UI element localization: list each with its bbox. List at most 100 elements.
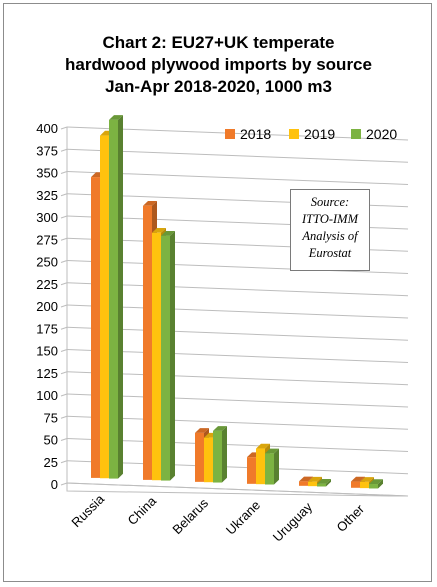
side-wall-gridline	[60, 215, 68, 219]
legend-swatch-2018	[225, 129, 235, 139]
source-line-4: Eurostat	[308, 246, 352, 260]
side-wall-gridline	[60, 304, 68, 308]
bar	[91, 177, 100, 478]
side-wall-gridline	[60, 438, 68, 441]
gridline	[66, 349, 409, 363]
chart-title-line-1: Chart 2: EU27+UK temperate	[102, 33, 335, 52]
y-tick-label: 125	[36, 366, 58, 381]
legend-label-2018: 2018	[240, 126, 272, 142]
bar	[161, 235, 170, 481]
bar-top	[317, 479, 331, 484]
gridline	[66, 393, 409, 408]
legend-swatch-2019	[289, 129, 299, 139]
side-wall-gridline	[60, 371, 68, 375]
y-tick-label: 175	[36, 321, 58, 336]
y-tick-label: 225	[36, 277, 58, 292]
side-wall-gridline	[60, 171, 68, 174]
x-tick-label: China	[124, 493, 159, 528]
side-wall-gridline	[60, 193, 68, 197]
y-tick-label: 150	[36, 344, 58, 359]
side-wall-gridline	[60, 482, 68, 486]
side-wall-gridline	[60, 349, 68, 352]
bar	[256, 448, 265, 485]
bar-top	[161, 231, 175, 236]
bar-top	[143, 200, 157, 206]
side-wall-gridline	[60, 148, 68, 152]
y-tick-label: 75	[44, 410, 58, 425]
source-note: Source: ITTO-IMM Analysis of Eurostat	[290, 189, 370, 271]
x-tick-label: Russia	[68, 491, 107, 530]
legend-item-2020: 2020	[351, 126, 397, 142]
x-tick-label: Belarus	[169, 495, 211, 537]
gridline	[66, 415, 409, 430]
chart-title-line-3: Jan-Apr 2018-2020, 1000 m3	[105, 77, 332, 96]
bar	[317, 483, 326, 487]
side-wall-gridline	[60, 393, 68, 397]
y-tick-label: 300	[36, 210, 58, 225]
y-tick-label: 275	[36, 232, 58, 247]
side-wall-gridline	[60, 260, 68, 263]
bar-top	[195, 428, 209, 433]
y-tick-label: 375	[36, 143, 58, 158]
bar	[109, 119, 118, 479]
bar	[143, 205, 152, 480]
bar-side	[118, 115, 123, 479]
gridline	[66, 148, 409, 163]
gridline	[66, 371, 409, 386]
side-wall-gridline	[60, 126, 68, 130]
bar-side	[222, 426, 227, 483]
bar	[195, 432, 204, 482]
side-wall-gridline	[60, 282, 68, 286]
bar	[265, 453, 274, 485]
chart-floor	[66, 482, 409, 497]
bar-top	[308, 476, 322, 482]
y-tick-label: 400	[36, 121, 58, 136]
bar	[351, 481, 360, 488]
x-tick-label: Uruguay	[270, 499, 316, 545]
bar	[299, 481, 308, 486]
bar	[204, 437, 213, 483]
bar	[308, 481, 317, 487]
legend-swatch-2020	[351, 129, 361, 139]
gridline	[66, 326, 409, 341]
bar	[360, 481, 369, 489]
legend-label-2020: 2020	[366, 126, 398, 142]
bar-side	[326, 479, 331, 487]
bar-top	[369, 479, 383, 485]
bar-top	[152, 228, 166, 233]
y-tick-label: 250	[36, 255, 58, 270]
bar-top	[351, 476, 365, 482]
gridline	[66, 260, 409, 274]
legend-item-2018: 2018	[225, 126, 271, 142]
legend-item-2019: 2019	[289, 126, 335, 142]
chart-title-line-2: hardwood plywood imports by source	[65, 55, 372, 74]
y-tick-label: 350	[36, 166, 58, 181]
bar-side	[378, 479, 383, 489]
side-wall-gridline	[60, 237, 68, 241]
bar-top	[213, 426, 227, 431]
bar	[369, 484, 378, 489]
y-tick-label: 200	[36, 299, 58, 314]
bar-top	[109, 115, 123, 120]
gridline	[66, 460, 409, 475]
gridline	[66, 438, 409, 452]
y-tick-label: 325	[36, 188, 58, 203]
source-line-1: Source:	[310, 195, 350, 209]
bar-top	[299, 476, 313, 482]
gridline	[66, 282, 409, 297]
bar	[247, 457, 256, 484]
bar-top	[360, 477, 374, 482]
bar	[213, 430, 222, 483]
y-tick-label: 0	[51, 477, 58, 492]
side-wall-gridline	[60, 326, 68, 330]
y-tick-label: 100	[36, 388, 58, 403]
bar-top	[256, 443, 270, 449]
source-line-2: ITTO-IMM	[301, 212, 359, 226]
bar-top	[265, 448, 279, 454]
gridline	[66, 171, 409, 185]
side-wall-gridline	[60, 460, 68, 464]
x-tick-label: Other	[334, 501, 368, 535]
bar-side	[274, 448, 279, 485]
bar	[152, 232, 161, 481]
